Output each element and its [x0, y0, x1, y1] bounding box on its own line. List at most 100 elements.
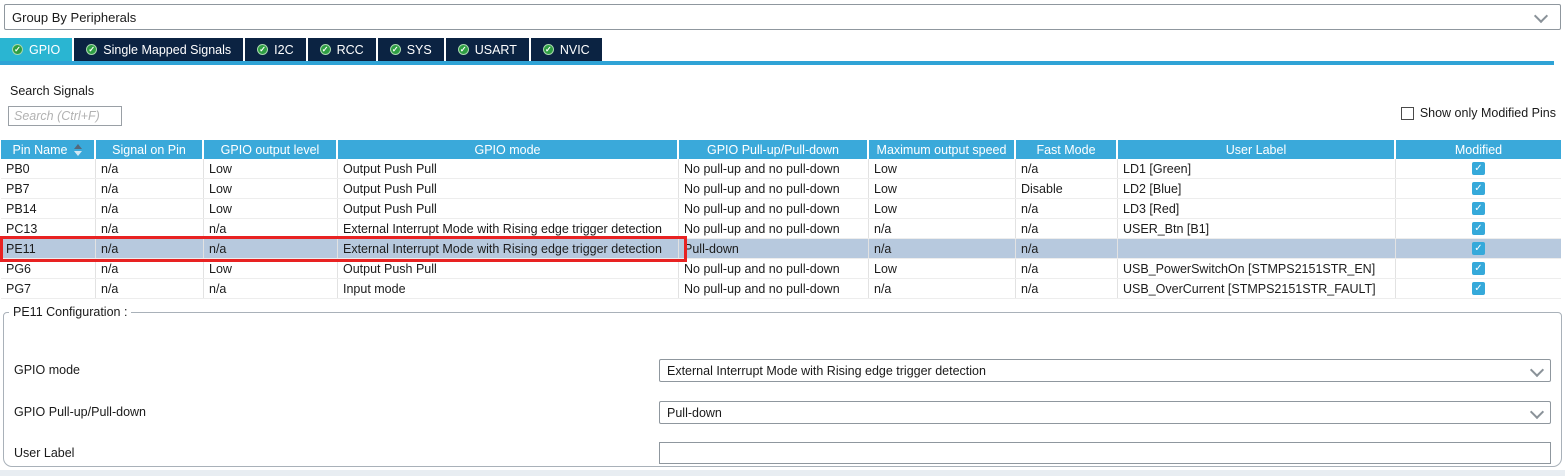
cell-pin-name: PB0: [1, 159, 96, 178]
cell-pin-name: PC13: [1, 219, 96, 238]
user-label-input[interactable]: [659, 442, 1551, 464]
cell-speed: Low: [869, 259, 1016, 278]
cell-gpio-mode: Output Push Pull: [338, 199, 679, 218]
column-header-user-label[interactable]: User Label: [1118, 140, 1396, 159]
tab-label: GPIO: [29, 42, 61, 57]
column-header-modified[interactable]: Modified: [1454, 142, 1503, 157]
tab-label: RCC: [336, 42, 364, 57]
check-circle-icon: [257, 44, 269, 55]
cell-signal: n/a: [96, 219, 204, 238]
modified-checkbox[interactable]: [1472, 242, 1485, 255]
cell-gpio-mode: Input mode: [338, 279, 679, 298]
active-tab-underline: [0, 61, 1554, 65]
table-body: PB0 n/a Low Output Push Pull No pull-up …: [1, 159, 1561, 299]
user-label-label: User Label: [14, 446, 75, 460]
cell-user-label: LD3 [Red]: [1118, 199, 1396, 218]
cell-pin-name: PG6: [1, 259, 96, 278]
table-row-pc13[interactable]: PC13 n/a n/a External Interrupt Mode wit…: [1, 219, 1561, 239]
column-header-pin-name[interactable]: Pin Name: [1, 140, 96, 159]
bottom-strip: [0, 470, 1565, 476]
modified-checkbox[interactable]: [1472, 202, 1485, 215]
gpio-pull-label: GPIO Pull-up/Pull-down: [14, 405, 147, 419]
cell-signal: n/a: [96, 179, 204, 198]
show-only-modified-filter: Show only Modified Pins: [1400, 106, 1556, 120]
cell-signal: n/a: [96, 259, 204, 278]
cell-output-level: Low: [204, 159, 338, 178]
tab-sys[interactable]: SYS: [377, 38, 444, 61]
column-header-gpio-mode[interactable]: GPIO mode: [338, 140, 679, 159]
cell-pin-name: PB7: [1, 179, 96, 198]
cell-modified: [1396, 279, 1561, 298]
cell-output-level: Low: [204, 259, 338, 278]
user-label-field-wrap: [659, 442, 1551, 464]
tab-rcc[interactable]: RCC: [307, 38, 376, 61]
modified-checkbox[interactable]: [1472, 182, 1485, 195]
table-row-pb7[interactable]: PB7 n/a Low Output Push Pull No pull-up …: [1, 179, 1561, 199]
cell-modified: [1396, 239, 1561, 258]
tab-single-mapped-signals[interactable]: Single Mapped Signals: [74, 38, 244, 61]
modified-checkbox[interactable]: [1472, 222, 1485, 235]
gpio-pull-value: Pull-down: [667, 405, 722, 420]
cell-user-label: USB_OverCurrent [STMPS2151STR_FAULT]: [1118, 279, 1396, 298]
table-row-pb0[interactable]: PB0 n/a Low Output Push Pull No pull-up …: [1, 159, 1561, 179]
cell-speed: Low: [869, 199, 1016, 218]
cell-output-level: n/a: [204, 279, 338, 298]
gpio-pull-select[interactable]: Pull-down: [659, 401, 1551, 424]
tab-label: USART: [474, 42, 517, 57]
table-row-pe11-selected[interactable]: PE11 n/a n/a External Interrupt Mode wit…: [1, 239, 1561, 259]
cell-pull: No pull-up and no pull-down: [679, 179, 869, 198]
peripheral-tabbar: GPIO Single Mapped Signals I2C RCC SYS U…: [0, 38, 602, 61]
check-circle-icon: [457, 44, 469, 55]
modified-checkbox[interactable]: [1472, 282, 1485, 295]
cell-output-level: n/a: [204, 219, 338, 238]
cell-fast-mode: n/a: [1016, 159, 1118, 178]
gpio-mode-label: GPIO mode: [14, 363, 80, 377]
tab-nvic[interactable]: NVIC: [530, 38, 602, 61]
column-header-gpio-pull[interactable]: GPIO Pull-up/Pull-down: [679, 140, 869, 159]
tab-usart[interactable]: USART: [445, 38, 529, 61]
cell-pull: No pull-up and no pull-down: [679, 259, 869, 278]
cell-signal: n/a: [96, 279, 204, 298]
column-header-gpio-output-level[interactable]: GPIO output level: [204, 140, 338, 159]
cell-modified: [1396, 199, 1561, 218]
cell-modified: [1396, 159, 1561, 178]
configuration-legend: PE11 Configuration :: [13, 305, 128, 319]
check-circle-icon: [542, 44, 554, 55]
cell-speed: n/a: [869, 279, 1016, 298]
check-circle-icon: [86, 44, 98, 55]
modified-checkbox[interactable]: [1472, 162, 1485, 175]
modified-checkbox[interactable]: [1472, 262, 1485, 275]
gpio-mode-select[interactable]: External Interrupt Mode with Rising edge…: [659, 359, 1551, 382]
table-header-row: Pin Name Signal on Pin GPIO output level…: [1, 140, 1561, 159]
table-row-pg7[interactable]: PG7 n/a n/a Input mode No pull-up and no…: [1, 279, 1561, 299]
tab-gpio[interactable]: GPIO: [0, 38, 73, 61]
group-by-select[interactable]: Group By Peripherals: [4, 4, 1561, 30]
column-header-signal-on-pin[interactable]: Signal on Pin: [96, 140, 204, 159]
tab-i2c[interactable]: I2C: [245, 38, 306, 61]
cell-speed: Low: [869, 159, 1016, 178]
cell-output-level: Low: [204, 179, 338, 198]
sort-icon: [74, 143, 83, 156]
cell-pull: Pull-down: [679, 239, 869, 258]
search-signals-label: Search Signals: [10, 84, 95, 98]
pe11-configuration-group: PE11 Configuration : GPIO mode External …: [3, 305, 1562, 467]
cell-user-label: LD2 [Blue]: [1118, 179, 1396, 198]
cell-pin-name: PG7: [1, 279, 96, 298]
table-row-pg6[interactable]: PG6 n/a Low Output Push Pull No pull-up …: [1, 259, 1561, 279]
cell-signal: n/a: [96, 199, 204, 218]
cell-user-label: USB_PowerSwitchOn [STMPS2151STR_EN]: [1118, 259, 1396, 278]
cell-gpio-mode: Output Push Pull: [338, 179, 679, 198]
show-only-modified-checkbox[interactable]: [1400, 106, 1414, 120]
table-row-pb14[interactable]: PB14 n/a Low Output Push Pull No pull-up…: [1, 199, 1561, 219]
column-header-fast-mode[interactable]: Fast Mode: [1016, 140, 1118, 159]
check-circle-icon: [319, 44, 331, 55]
column-header-max-output-speed[interactable]: Maximum output speed: [869, 140, 1016, 159]
cell-user-label: [1118, 239, 1396, 258]
check-circle-icon: [389, 44, 401, 55]
cell-fast-mode: n/a: [1016, 259, 1118, 278]
cell-pin-name: PB14: [1, 199, 96, 218]
chevron-down-icon: [1535, 11, 1547, 23]
search-input[interactable]: [8, 106, 122, 126]
cell-pull: No pull-up and no pull-down: [679, 219, 869, 238]
cell-user-label: USER_Btn [B1]: [1118, 219, 1396, 238]
